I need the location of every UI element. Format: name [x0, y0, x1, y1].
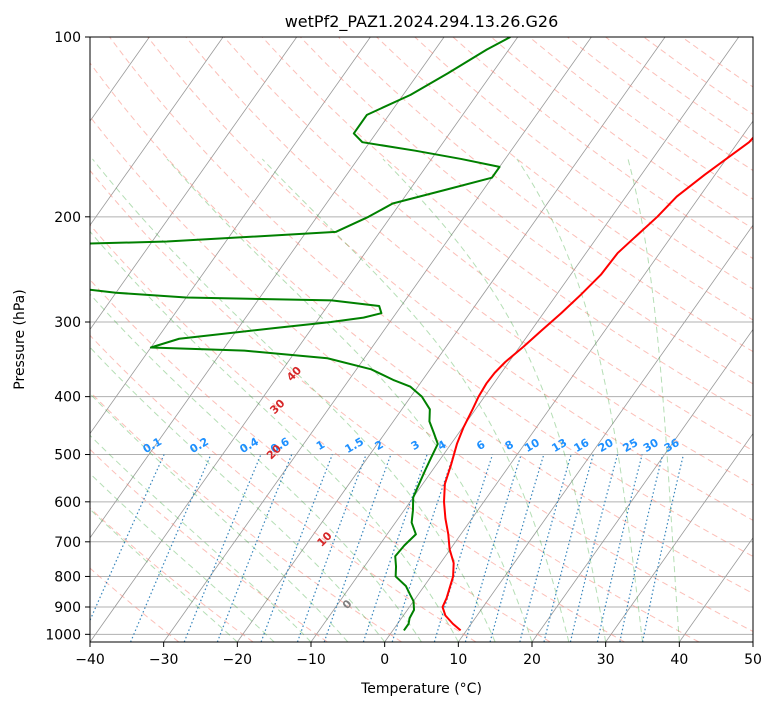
- isotherm-line: [458, 224, 753, 642]
- moist-adiabat-line: [90, 346, 386, 642]
- dry-adiabat-line: [147, 37, 753, 521]
- y-tick-label: 1000: [45, 627, 81, 643]
- dry-adiabat-line: [261, 37, 753, 418]
- y-tick-label: 300: [54, 315, 81, 331]
- y-tick-label: 400: [54, 390, 81, 406]
- dry-adiabat-line: [338, 37, 753, 353]
- mixing-ratio-line: [519, 454, 572, 642]
- x-tick-label: 50: [744, 652, 762, 668]
- x-tick-label: 30: [597, 652, 615, 668]
- mixing-ratio-line: [642, 454, 685, 642]
- moist-adiabat-line: [516, 158, 643, 642]
- x-tick-label: −40: [75, 652, 105, 668]
- isotherm-line: [237, 37, 666, 642]
- dry-adiabat-line: [90, 169, 700, 642]
- x-tick-label: −20: [223, 652, 253, 668]
- mixing-ratio-line: [362, 454, 428, 642]
- dry-adiabat-line: [90, 62, 753, 595]
- moist-adiabat-line: [90, 230, 459, 642]
- x-axis-label: Temperature (°C): [360, 681, 482, 697]
- y-tick-label: 700: [54, 535, 81, 551]
- dewpoint-profile-line: [90, 37, 511, 631]
- chart-title: wetPf2_PAZ1.2024.294.13.26.G26: [285, 12, 559, 32]
- x-tick-label: 20: [523, 652, 541, 668]
- isotherm-line: [163, 37, 592, 642]
- y-axis-label: Pressure (hPa): [12, 289, 28, 389]
- dry-adiabat-line: [223, 37, 753, 452]
- moist-adiabat-line: [90, 393, 349, 642]
- x-tick-label: 0: [380, 652, 389, 668]
- mixing-ratio-line: [260, 454, 333, 642]
- moist-adiabat-line: [382, 158, 607, 642]
- isotherm-line: [90, 37, 371, 435]
- y-tick-label: 200: [54, 210, 81, 226]
- moist-adiabat-line: [90, 472, 275, 642]
- isotherm-line: [90, 37, 224, 226]
- mixing-ratio-line: [619, 454, 664, 642]
- mixing-ratio-line: [391, 454, 455, 642]
- plot-frame: [89, 36, 754, 643]
- dry-adiabat-line: [90, 115, 753, 633]
- mixing-ratio-line: [596, 454, 643, 642]
- isotherm-line: [384, 120, 753, 642]
- x-tick-label: −30: [149, 652, 179, 668]
- moist-adiabat-line: [166, 158, 533, 642]
- y-tick-label: 600: [54, 495, 81, 511]
- isotherm-line: [90, 37, 445, 539]
- isotherm-line: [605, 432, 753, 642]
- y-tick-label: 900: [54, 600, 81, 616]
- isotherm-line: [679, 537, 753, 642]
- temperature-profile-line: [441, 136, 753, 632]
- y-tick-label: 100: [54, 30, 81, 46]
- dry-adiabat-line: [90, 448, 328, 642]
- mixing-ratio-line: [216, 454, 293, 642]
- isotherm-line: [531, 328, 753, 642]
- dry-adiabat-line: [90, 334, 477, 642]
- dry-adiabat-line: [109, 37, 753, 557]
- y-tick-label: 500: [54, 448, 81, 464]
- mixing-ratio-line: [130, 454, 212, 642]
- isotherm-line: [90, 37, 298, 331]
- x-tick-label: 40: [670, 652, 688, 668]
- mixing-ratio-line: [296, 454, 367, 642]
- x-tick-label: 10: [449, 652, 467, 668]
- mixing-ratio-line: [433, 454, 494, 642]
- moist-adiabat-line: [627, 158, 680, 642]
- dry-adiabat-line: [299, 37, 753, 385]
- isotherm-line: [310, 37, 740, 642]
- mixing-ratio-line: [183, 454, 262, 642]
- mixing-ratio-line: [90, 454, 165, 622]
- isotherm-line: [90, 37, 519, 642]
- dry-adiabat-line: [90, 279, 551, 642]
- moist-adiabat-line: [261, 158, 570, 642]
- x-tick-label: −10: [296, 652, 326, 668]
- y-tick-label: 800: [54, 569, 81, 585]
- mixing-ratio-line: [464, 454, 522, 642]
- mixing-ratio-line: [489, 454, 545, 642]
- mixing-ratio-line: [323, 454, 392, 642]
